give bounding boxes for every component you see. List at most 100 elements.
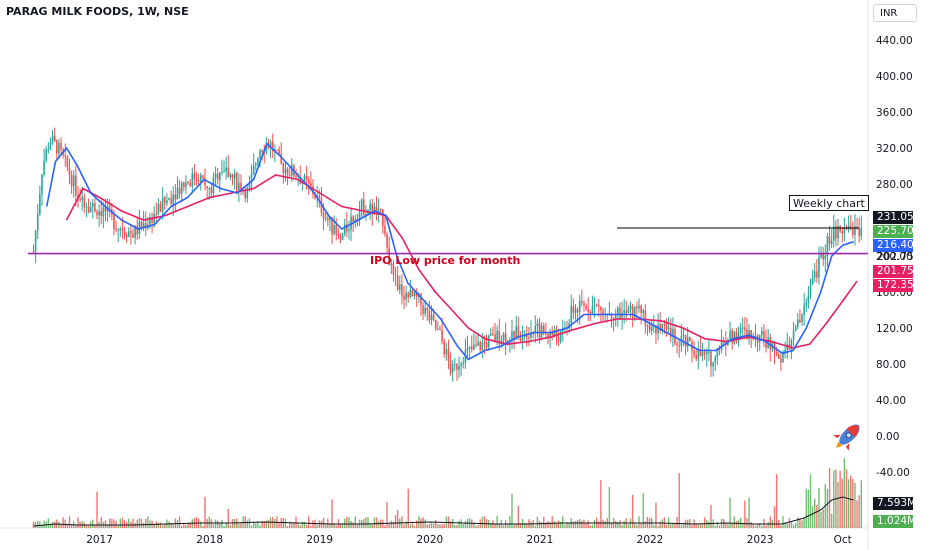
volume-bar (274, 518, 276, 528)
candle-body (43, 160, 45, 175)
volume-bar (786, 523, 788, 528)
candle-body (130, 231, 132, 234)
candle-body (697, 349, 700, 359)
volume-bar (390, 520, 393, 528)
volume-bar (259, 525, 261, 528)
volume-bar (659, 521, 661, 528)
candle-body (326, 217, 329, 221)
candle-body (91, 203, 94, 207)
candle-body (183, 182, 185, 188)
volume-bar (335, 525, 337, 528)
candle-body (168, 198, 170, 201)
candle-body (807, 295, 810, 303)
candle-body (360, 199, 363, 210)
volume-bar (305, 525, 308, 528)
volume-bar (750, 522, 752, 528)
volume-bar (534, 525, 536, 528)
candle-body (185, 181, 187, 188)
candle-body (346, 224, 348, 232)
volume-bar (737, 520, 740, 528)
candle-body (689, 337, 691, 342)
volume-bar (752, 523, 755, 528)
volume-bar (703, 517, 706, 528)
candle-body (121, 228, 124, 232)
candle-body (466, 348, 469, 351)
volume-bar (608, 486, 611, 528)
candle-body (648, 325, 651, 331)
candle-body (570, 306, 573, 324)
volume-bar (856, 500, 858, 528)
volume-bar (426, 524, 428, 528)
candle-body (66, 155, 69, 168)
volume-bar (34, 521, 37, 528)
candle-body (223, 171, 225, 173)
candle-body (104, 207, 107, 212)
volume-bar (354, 516, 357, 528)
volume-bar (483, 516, 486, 528)
candle-body (684, 335, 687, 347)
volume-bar (75, 525, 77, 528)
candle-body (432, 314, 435, 320)
y-tick-label: 0.00 (876, 431, 899, 443)
volume-bar (513, 524, 515, 528)
volume-bar (593, 519, 596, 528)
volume-bar (725, 523, 727, 528)
volume-bar (610, 522, 613, 528)
volume-bar (37, 521, 39, 528)
candle-body (445, 349, 448, 355)
currency-selector[interactable]: INR (873, 4, 917, 22)
volume-bar (733, 516, 735, 528)
volume-tag: 7.593M (873, 497, 916, 510)
volume-bar (830, 513, 833, 528)
volume-bar (655, 502, 657, 528)
volume-bar (428, 524, 431, 528)
volume-bar (229, 525, 232, 528)
volume-bar (284, 518, 287, 528)
candle-body (799, 319, 801, 323)
candle-body (790, 339, 793, 350)
candle-body (746, 329, 748, 340)
volume-bar (341, 523, 344, 528)
volume-bar (460, 519, 462, 528)
candle-body (151, 217, 153, 223)
candle-body (538, 323, 541, 340)
volume-bar (106, 525, 109, 528)
volume-bar (559, 521, 562, 528)
candle-body (379, 208, 382, 210)
volume-bar (587, 520, 589, 528)
candle-body (475, 344, 477, 346)
volume-bar (297, 523, 299, 528)
volume-bar (327, 518, 329, 528)
volume-bar (566, 522, 568, 528)
candle-body (835, 226, 837, 239)
candle-body (621, 312, 623, 319)
volume-bar (716, 522, 719, 528)
candle-body (267, 145, 270, 149)
volume-bar (490, 522, 492, 528)
candle-body (341, 234, 344, 240)
candle-body (134, 225, 136, 238)
volume-bar (682, 522, 685, 528)
volume-bar (248, 518, 251, 528)
candle-body (663, 323, 666, 325)
volume-bar (265, 520, 268, 528)
volume-bar (449, 521, 452, 528)
candle-body (94, 203, 96, 212)
candle-body (337, 234, 340, 236)
x-tick-label: 2019 (306, 534, 333, 546)
volume-bar (384, 525, 386, 528)
volume-bar (375, 517, 378, 528)
volume-bar (208, 516, 210, 528)
volume-bar (799, 518, 801, 528)
ipo-low-label: IPO Low price for month (370, 254, 521, 267)
candle-body (307, 179, 310, 184)
candle-body (636, 306, 638, 309)
x-tick-label: 2017 (86, 534, 113, 546)
candle-body (81, 197, 83, 200)
candle-body (225, 167, 227, 172)
candle-body (89, 206, 92, 213)
volume-bar (263, 521, 265, 528)
volume-bar (473, 522, 475, 528)
candle-body (358, 209, 361, 220)
